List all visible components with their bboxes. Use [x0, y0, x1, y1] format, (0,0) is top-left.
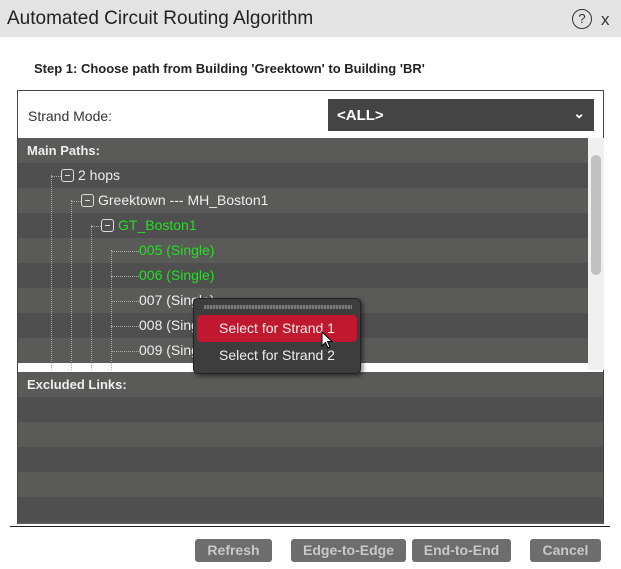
- step-instruction: Step 1: Choose path from Building 'Greek…: [34, 61, 425, 76]
- cancel-button[interactable]: Cancel: [530, 539, 601, 562]
- tree-guide-line: [51, 175, 52, 370]
- tree-guide-line: [71, 200, 72, 370]
- help-icon[interactable]: ?: [572, 9, 592, 29]
- menu-grip: [204, 305, 352, 309]
- tree-connector: [71, 200, 81, 202]
- close-button[interactable]: x: [601, 10, 610, 29]
- dialog-title: Automated Circuit Routing Algorithm: [7, 8, 314, 29]
- scrollbar-thumb[interactable]: [591, 155, 601, 275]
- excluded-row: [18, 522, 603, 524]
- excluded-row: [18, 497, 603, 522]
- context-menu: Select for Strand 1 Select for Strand 2: [193, 298, 361, 374]
- tree-node-label: 005 (Single): [139, 242, 215, 258]
- main-paths-tree: Main Paths: 2 hops Greektown --- MH_Boston…: [18, 138, 588, 370]
- tree-guide-line: [111, 250, 112, 370]
- collapse-icon[interactable]: [61, 169, 74, 182]
- chevron-down-icon: ⌄: [573, 105, 585, 121]
- menu-item-strand-2[interactable]: Select for Strand 2: [219, 347, 335, 363]
- collapse-icon[interactable]: [81, 194, 94, 207]
- excluded-row: [18, 447, 603, 472]
- excluded-links-header: Excluded Links:: [18, 372, 603, 397]
- tree-guide-line: [91, 225, 92, 370]
- menu-item-strand-1[interactable]: Select for Strand 1: [197, 315, 357, 342]
- strand-mode-value: <ALL>: [337, 107, 384, 124]
- main-paths-header: Main Paths:: [18, 138, 588, 163]
- scrollbar[interactable]: [588, 138, 604, 370]
- tree-node[interactable]: 2 hops: [18, 163, 588, 188]
- refresh-button[interactable]: Refresh: [195, 539, 272, 562]
- tree-connector: [111, 300, 139, 302]
- tree-node-label: 2 hops: [78, 167, 121, 183]
- tree-node-label: Greektown --- MH_Boston1: [98, 192, 269, 208]
- tree-connector: [111, 275, 139, 277]
- tree-connector: [91, 225, 101, 227]
- path-panel: Strand Mode: <ALL> ⌄ Main Paths: 2 hops Gre…: [17, 90, 604, 524]
- excluded-row: [18, 397, 603, 422]
- tree-connector: [111, 325, 139, 327]
- excluded-row: [18, 422, 603, 447]
- collapse-icon[interactable]: [101, 219, 114, 232]
- tree-node[interactable]: GT_Boston1: [18, 213, 588, 238]
- edge-to-edge-button[interactable]: Edge-to-Edge: [291, 539, 406, 562]
- strand-mode-label: Strand Mode:: [28, 108, 113, 124]
- tree-connector: [111, 250, 139, 252]
- excluded-row: [18, 472, 603, 497]
- tree-node-label: 006 (Single): [139, 267, 215, 283]
- excluded-links-list: Excluded Links:: [18, 372, 603, 524]
- tree-node[interactable]: 006 (Single): [18, 263, 588, 288]
- tree-node[interactable]: 005 (Single): [18, 238, 588, 263]
- end-to-end-button[interactable]: End-to-End: [412, 539, 511, 562]
- cursor-icon: [321, 331, 334, 349]
- strand-mode-select[interactable]: <ALL> ⌄: [328, 99, 594, 131]
- title-bar: Automated Circuit Routing Algorithm ? x: [0, 0, 621, 37]
- tree-connector: [111, 350, 139, 352]
- divider: [10, 526, 610, 527]
- tree-connector: [51, 175, 61, 177]
- tree-node[interactable]: Greektown --- MH_Boston1: [18, 188, 588, 213]
- tree-node-label: GT_Boston1: [118, 217, 197, 233]
